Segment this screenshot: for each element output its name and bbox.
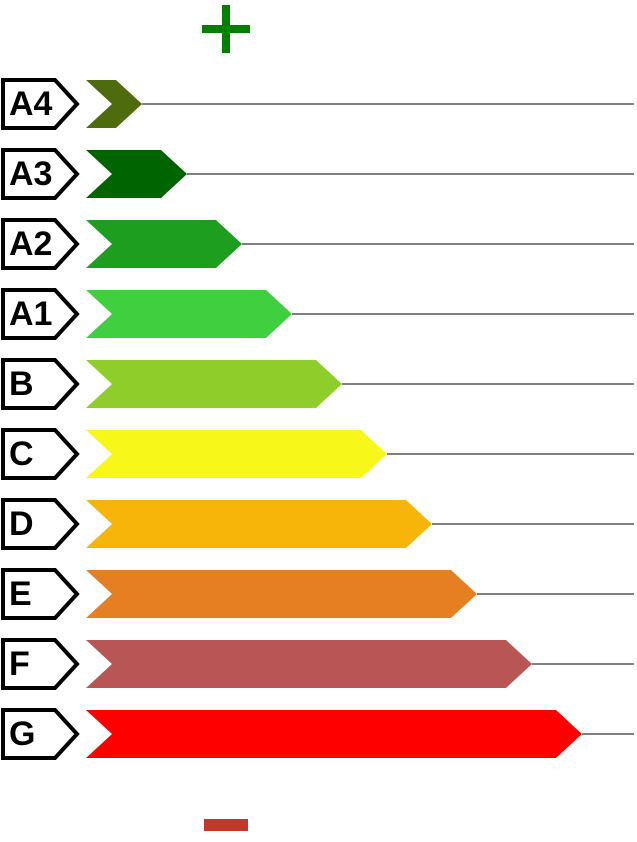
energy-rating-chart: A4 A3 A2 A1 BCDEFG — [0, 0, 637, 842]
rating-label: G — [9, 715, 35, 753]
rating-bar — [86, 710, 582, 758]
rating-bar — [86, 500, 432, 548]
rating-label: A3 — [9, 155, 52, 193]
rating-label: E — [9, 575, 32, 613]
rating-bar — [86, 570, 477, 618]
rating-label: A4 — [9, 85, 53, 123]
rating-label: A2 — [9, 225, 52, 263]
rating-bar — [86, 640, 532, 688]
rating-bar — [86, 290, 292, 338]
rating-label: A1 — [9, 295, 52, 333]
rating-bar — [86, 360, 342, 408]
rating-label: F — [9, 645, 30, 683]
rating-label: D — [9, 505, 34, 543]
rating-bar — [86, 430, 387, 478]
rating-label: C — [9, 435, 34, 473]
rating-label: B — [9, 365, 34, 403]
